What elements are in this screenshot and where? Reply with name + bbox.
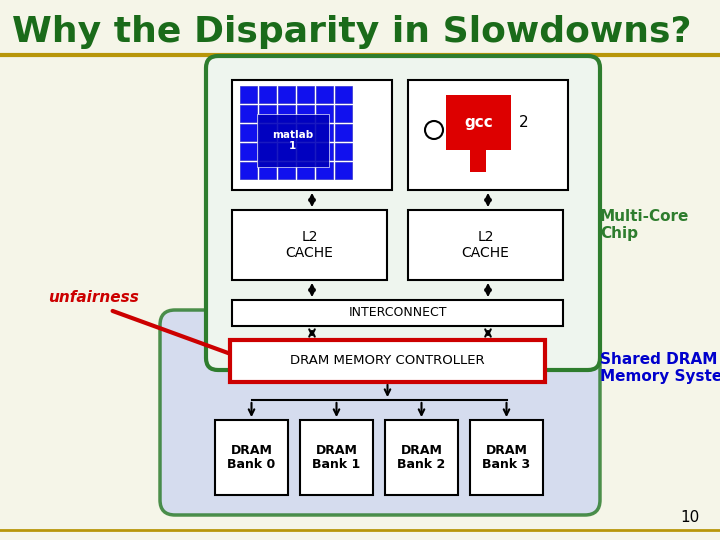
Bar: [278, 86, 295, 103]
Bar: [232, 80, 392, 190]
Bar: [335, 162, 352, 179]
FancyBboxPatch shape: [206, 56, 600, 370]
Bar: [297, 86, 314, 103]
Bar: [230, 340, 545, 382]
Bar: [259, 162, 276, 179]
Text: DRAM
Bank 1: DRAM Bank 1: [312, 443, 361, 471]
Text: DRAM
Bank 0: DRAM Bank 0: [228, 443, 276, 471]
Bar: [297, 124, 314, 141]
Text: INTERCONNECT: INTERCONNECT: [348, 307, 446, 320]
Text: L2
CACHE: L2 CACHE: [462, 230, 510, 260]
Bar: [297, 143, 314, 160]
Bar: [278, 105, 295, 122]
Bar: [278, 162, 295, 179]
Bar: [470, 150, 486, 172]
FancyBboxPatch shape: [160, 310, 600, 515]
Bar: [335, 143, 352, 160]
Bar: [232, 210, 387, 280]
Text: 10: 10: [680, 510, 700, 525]
Bar: [259, 105, 276, 122]
Bar: [259, 124, 276, 141]
Text: Why the Disparity in Slowdowns?: Why the Disparity in Slowdowns?: [12, 15, 691, 49]
Bar: [385, 420, 458, 495]
Bar: [300, 420, 373, 495]
Bar: [278, 124, 295, 141]
Bar: [335, 105, 352, 122]
Bar: [259, 143, 276, 160]
Bar: [240, 143, 257, 160]
Bar: [470, 420, 543, 495]
Bar: [316, 105, 333, 122]
Bar: [240, 105, 257, 122]
Text: DRAM
Bank 3: DRAM Bank 3: [482, 443, 531, 471]
Text: gcc: gcc: [464, 115, 493, 130]
Bar: [240, 86, 257, 103]
Bar: [335, 124, 352, 141]
Text: L2
CACHE: L2 CACHE: [286, 230, 333, 260]
Bar: [316, 143, 333, 160]
Text: DRAM MEMORY CONTROLLER: DRAM MEMORY CONTROLLER: [290, 354, 485, 368]
Bar: [316, 162, 333, 179]
Bar: [297, 105, 314, 122]
Bar: [335, 86, 352, 103]
Bar: [297, 162, 314, 179]
Text: Multi-Core
Chip: Multi-Core Chip: [600, 209, 689, 241]
Bar: [240, 162, 257, 179]
Text: unfairness: unfairness: [48, 291, 139, 306]
Bar: [278, 143, 295, 160]
Text: Shared DRAM
Memory System: Shared DRAM Memory System: [600, 352, 720, 384]
Bar: [408, 80, 568, 190]
Bar: [215, 420, 288, 495]
Bar: [259, 86, 276, 103]
Bar: [408, 210, 563, 280]
Text: 2: 2: [519, 115, 528, 130]
Bar: [240, 124, 257, 141]
Text: DRAM
Bank 2: DRAM Bank 2: [397, 443, 446, 471]
Text: matlab
1: matlab 1: [272, 130, 313, 151]
Bar: [316, 86, 333, 103]
Bar: [446, 95, 511, 150]
Bar: [232, 300, 563, 326]
Bar: [316, 124, 333, 141]
